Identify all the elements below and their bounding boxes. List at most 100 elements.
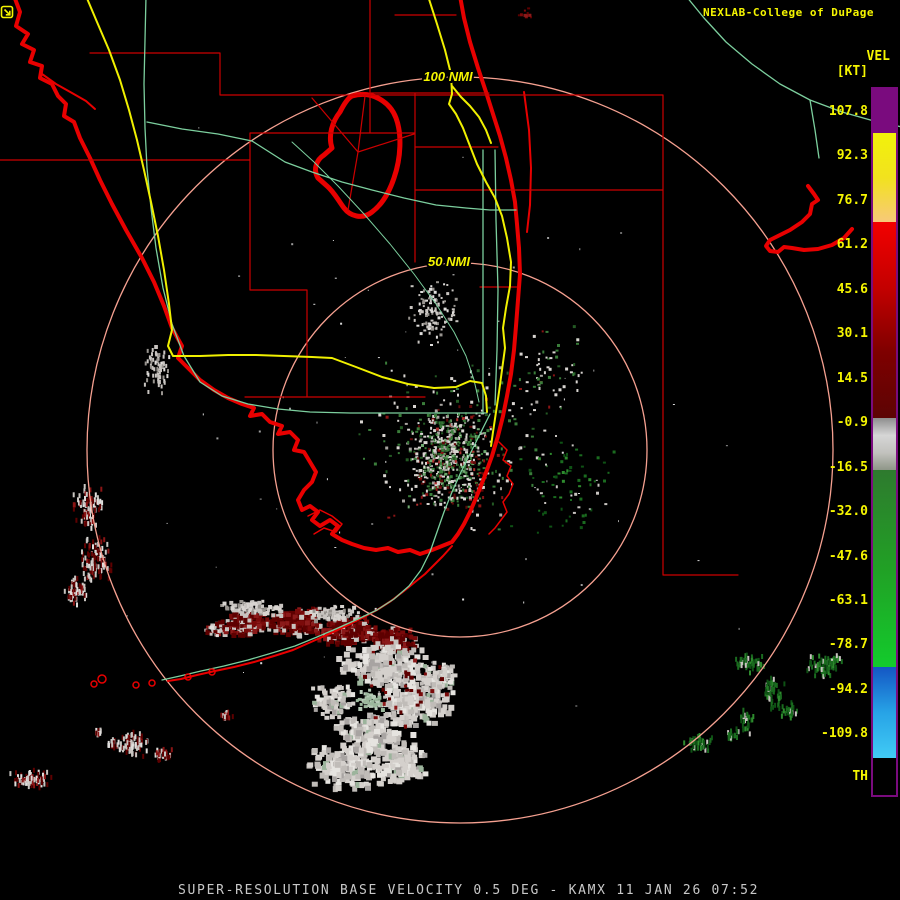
radar-echo-speck xyxy=(447,444,451,447)
radar-echo-speck xyxy=(393,701,400,708)
radar-echo-speck xyxy=(292,614,298,620)
radar-echo-speck xyxy=(612,450,616,454)
radar-echo-speck xyxy=(243,617,248,623)
radar-echo-speck xyxy=(436,481,439,484)
radar-echo-speck xyxy=(532,385,536,388)
radar-echo-speck xyxy=(289,610,294,615)
radar-echo-speck xyxy=(33,777,36,783)
radar-echo-speck xyxy=(564,472,568,475)
green-route-coastal-2 xyxy=(494,149,499,406)
radar-echo-speck xyxy=(733,732,736,738)
radar-echo-speck xyxy=(334,277,337,279)
radar-echo-speck xyxy=(706,743,709,749)
radar-echo-speck xyxy=(83,587,86,592)
radar-echo-speck xyxy=(768,696,771,702)
radar-echo-speck xyxy=(481,432,484,435)
radar-echo-speck xyxy=(385,460,387,463)
radar-echo-speck xyxy=(774,682,777,688)
radar-echo-speck xyxy=(825,664,828,670)
radar-echo-speck xyxy=(410,458,413,462)
radar-echo-speck xyxy=(419,469,423,472)
radar-echo-speck xyxy=(243,672,244,673)
radar-echo-speck xyxy=(359,690,363,694)
radar-echo-speck xyxy=(428,331,431,335)
radar-echo-speck xyxy=(401,694,407,700)
radar-echo-speck xyxy=(398,721,404,727)
radar-echo-speck xyxy=(435,693,441,699)
radar-echo-speck xyxy=(438,711,444,718)
radar-echo-speck xyxy=(285,615,290,620)
radar-echo-speck xyxy=(560,460,564,464)
radar-echo-speck xyxy=(420,482,424,485)
radar-echo-speck xyxy=(744,726,747,732)
radar-echo-speck xyxy=(449,664,455,669)
radar-echo-speck xyxy=(464,412,467,416)
radar-echo-speck xyxy=(454,297,458,301)
radar-echo-speck xyxy=(151,352,153,357)
radar-echo-speck xyxy=(473,426,476,429)
radar-echo-speck xyxy=(448,435,451,439)
radar-echo-speck xyxy=(546,366,550,369)
radar-echo-speck xyxy=(384,755,391,762)
radar-echo-speck xyxy=(423,322,427,325)
radar-echo-speck xyxy=(15,770,17,776)
radar-echo-speck xyxy=(432,502,435,506)
radar-echo-speck xyxy=(783,681,786,687)
radar-echo-speck xyxy=(248,620,253,625)
radar-echo-speck xyxy=(580,371,583,374)
radar-echo-speck xyxy=(470,443,474,446)
radar-echo-speck xyxy=(72,589,75,594)
radar-echo-speck xyxy=(454,458,457,461)
radar-echo-speck xyxy=(304,611,310,615)
radar-echo-speck xyxy=(406,647,411,653)
radar-echo-speck xyxy=(237,632,242,638)
radar-echo-speck xyxy=(391,743,398,750)
radar-echo-speck xyxy=(400,761,405,767)
radar-echo-speck xyxy=(223,714,226,720)
radar-echo-speck xyxy=(389,663,396,669)
radar-echo-speck xyxy=(337,715,342,720)
radar-echo-speck xyxy=(358,769,364,775)
radar-echo-speck xyxy=(455,488,458,492)
radar-echo-speck xyxy=(136,740,139,745)
radar-echo-speck xyxy=(393,673,399,680)
radar-echo-speck xyxy=(780,713,783,719)
radar-echo-speck xyxy=(428,482,432,485)
radar-echo-speck xyxy=(746,713,749,718)
radar-echo-speck xyxy=(562,385,566,389)
radar-echo-speck xyxy=(291,623,296,629)
radar-echo-speck xyxy=(449,668,454,674)
radar-echo-speck xyxy=(381,687,385,692)
radar-echo-speck xyxy=(827,670,830,676)
radar-echo-speck xyxy=(458,491,461,494)
radar-echo-speck xyxy=(440,451,444,454)
radar-echo-speck xyxy=(506,371,509,375)
radar-echo-speck xyxy=(429,468,433,472)
radar-echo-speck xyxy=(578,485,582,488)
colorbar-tick-label: 45.6 xyxy=(836,282,868,297)
radar-echo-speck xyxy=(446,484,449,487)
radar-echo-speck xyxy=(460,496,464,499)
radar-echo-speck xyxy=(465,451,468,454)
radar-echo-speck xyxy=(402,700,409,706)
radar-echo-speck xyxy=(447,476,449,479)
radar-echo-speck xyxy=(393,690,399,697)
radar-echo-speck xyxy=(415,769,422,776)
radar-echo-speck xyxy=(163,350,166,355)
radar-echo-speck xyxy=(399,426,403,430)
radar-echo-speck xyxy=(519,13,523,17)
radar-echo-speck xyxy=(539,367,542,371)
radar-echo-speck xyxy=(404,672,408,676)
radar-echo-speck xyxy=(477,454,481,457)
radar-echo-speck xyxy=(461,417,465,420)
radar-echo-speck xyxy=(99,730,102,736)
radar-echo-speck xyxy=(575,705,578,707)
radar-echo-speck xyxy=(368,688,372,692)
radar-echo-speck xyxy=(419,477,423,480)
radar-echo-speck xyxy=(442,300,445,304)
radar-echo-speck xyxy=(745,716,748,721)
radar-echo-speck xyxy=(98,569,100,575)
radar-echo-speck xyxy=(293,622,299,626)
radar-echo-speck xyxy=(97,564,100,570)
